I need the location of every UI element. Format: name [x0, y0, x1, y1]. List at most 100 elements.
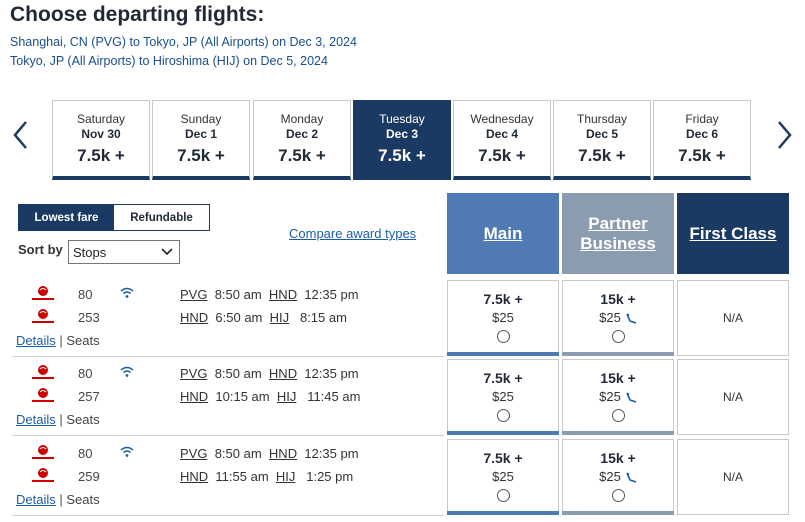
destination-airport[interactable]: HIJ: [269, 310, 290, 325]
date-price: 7.5k +: [678, 146, 726, 165]
segment-1: PVG 8:50 am HND 12:35 pm: [180, 446, 359, 461]
japan-airlines-logo: [32, 445, 54, 459]
date-price: 7.5k +: [278, 146, 326, 165]
fare-radio[interactable]: [611, 330, 625, 343]
fare-main[interactable]: 7.5k + $25: [447, 280, 559, 356]
date-card-dec-5[interactable]: Thursday Dec 5 7.5k +: [553, 100, 651, 180]
destination-airport[interactable]: HIJ: [276, 389, 297, 404]
destination-airport[interactable]: HND: [268, 287, 298, 302]
origin-airport[interactable]: HND: [180, 389, 209, 404]
fare-radio[interactable]: [611, 409, 625, 422]
departure-time: 11:55 am: [215, 469, 269, 484]
details-link[interactable]: Details: [16, 412, 56, 427]
origin-airport[interactable]: PVG: [180, 287, 208, 302]
details-link[interactable]: Details: [16, 333, 56, 348]
segment-1: PVG 8:50 am HND 12:35 pm: [180, 287, 359, 302]
date-price: 7.5k +: [177, 146, 225, 165]
arrival-time: 12:35 pm: [304, 366, 359, 381]
fare-radio[interactable]: [496, 330, 510, 343]
route-line-1: Shanghai, CN (PVG) to Tokyo, JP (All Air…: [10, 35, 357, 49]
fare-radio[interactable]: [611, 489, 625, 502]
origin-airport[interactable]: PVG: [180, 366, 208, 381]
fare-bar: [447, 352, 559, 356]
column-first-class[interactable]: First Class: [677, 193, 789, 274]
flight-row: 80 253 PVG 8:50 am HND 12:35 pm HND 6:50…: [0, 278, 805, 357]
seats-link[interactable]: Seats: [66, 333, 100, 348]
row-divider: [12, 356, 444, 357]
flight-number: 80: [78, 446, 93, 461]
flight-number: 80: [78, 287, 93, 302]
flight-row: 80 259 PVG 8:50 am HND 12:35 pm HND 11:5…: [0, 437, 805, 516]
fare-points: 7.5k +: [483, 370, 523, 386]
refundable-tab[interactable]: Refundable: [114, 205, 209, 230]
origin-airport[interactable]: HND: [180, 310, 209, 325]
fare-cash: $25: [492, 310, 514, 325]
fare-cash-row: $25: [563, 310, 673, 325]
fare-bar: [562, 431, 674, 435]
fare-cash: $25: [599, 310, 621, 325]
arrival-time: 12:35 pm: [304, 446, 359, 461]
departure-time: 10:15 am: [215, 389, 270, 404]
lowest-fare-tab[interactable]: Lowest fare: [19, 205, 114, 230]
date-price: 7.5k +: [378, 146, 426, 165]
next-dates-button[interactable]: [773, 118, 797, 152]
fare-main[interactable]: 7.5k + $25: [447, 359, 559, 435]
date-date: Dec 6: [685, 127, 719, 141]
japan-airlines-logo: [32, 388, 54, 402]
fare-first-class: N/A: [677, 359, 789, 435]
column-main-label: Main: [483, 223, 523, 243]
fare-partner-business[interactable]: 15k + $25: [562, 439, 674, 515]
destination-airport[interactable]: HND: [268, 446, 298, 461]
destination-airport[interactable]: HIJ: [275, 469, 296, 484]
seats-link[interactable]: Seats: [66, 492, 100, 507]
arrival-time: 1:25 pm: [306, 469, 354, 484]
fare-cash: $25: [599, 469, 621, 484]
date-card-dec-1[interactable]: Sunday Dec 1 7.5k +: [152, 100, 250, 180]
column-first-label: First Class: [689, 223, 777, 243]
column-partner-label: Partner Business: [580, 213, 656, 253]
fare-bar: [447, 431, 559, 435]
fare-partner-business[interactable]: 15k + $25: [562, 359, 674, 435]
link-separator: |: [59, 412, 63, 427]
destination-airport[interactable]: HND: [268, 366, 298, 381]
date-card-dec-3[interactable]: Tuesday Dec 3 7.5k +: [353, 100, 451, 180]
departure-time: 8:50 am: [214, 446, 262, 461]
route-line-2: Tokyo, JP (All Airports) to Hiroshima (H…: [10, 54, 328, 68]
date-day: Sunday: [180, 112, 222, 126]
column-main[interactable]: Main: [447, 193, 559, 274]
fare-first-class: N/A: [677, 439, 789, 515]
chevron-left-icon: [13, 121, 27, 149]
date-card-dec-2[interactable]: Monday Dec 2 7.5k +: [253, 100, 351, 180]
previous-dates-button[interactable]: [8, 118, 32, 152]
fare-main[interactable]: 7.5k + $25: [447, 439, 559, 515]
fare-points: 15k +: [600, 450, 636, 466]
link-separator: |: [59, 333, 63, 348]
origin-airport[interactable]: PVG: [180, 446, 208, 461]
page-title: Choose departing flights:: [10, 3, 265, 26]
fare-partner-business[interactable]: 15k + $25: [562, 280, 674, 356]
fare-radio[interactable]: [496, 409, 510, 422]
compare-award-types-link[interactable]: Compare award types: [289, 226, 417, 241]
fare-cash-row: $25: [563, 389, 673, 404]
date-date: Dec 3: [385, 127, 419, 141]
column-partner-business[interactable]: Partner Business: [562, 193, 674, 274]
date-price: 7.5k +: [478, 146, 526, 165]
sort-select[interactable]: Stops: [68, 240, 180, 264]
lie-flat-seat-icon: [626, 313, 637, 324]
origin-airport[interactable]: HND: [180, 469, 209, 484]
date-card-nov-30[interactable]: Saturday Nov 30 7.5k +: [52, 100, 150, 180]
lie-flat-seat-icon: [626, 392, 637, 403]
date-card-dec-6[interactable]: Friday Dec 6 7.5k +: [653, 100, 751, 180]
japan-airlines-logo: [32, 468, 54, 482]
flight-number: 259: [78, 469, 100, 484]
details-link[interactable]: Details: [16, 492, 56, 507]
japan-airlines-logo: [32, 365, 54, 379]
date-date: Dec 5: [585, 127, 619, 141]
date-card-dec-4[interactable]: Wednesday Dec 4 7.5k +: [453, 100, 551, 180]
fare-radio[interactable]: [496, 489, 510, 502]
fare-points: 7.5k +: [483, 450, 523, 466]
seats-link[interactable]: Seats: [66, 412, 100, 427]
date-date: Nov 30: [81, 127, 121, 141]
segment-2: HND 10:15 am HIJ 11:45 am: [180, 389, 360, 404]
fare-cash: $25: [492, 389, 514, 404]
